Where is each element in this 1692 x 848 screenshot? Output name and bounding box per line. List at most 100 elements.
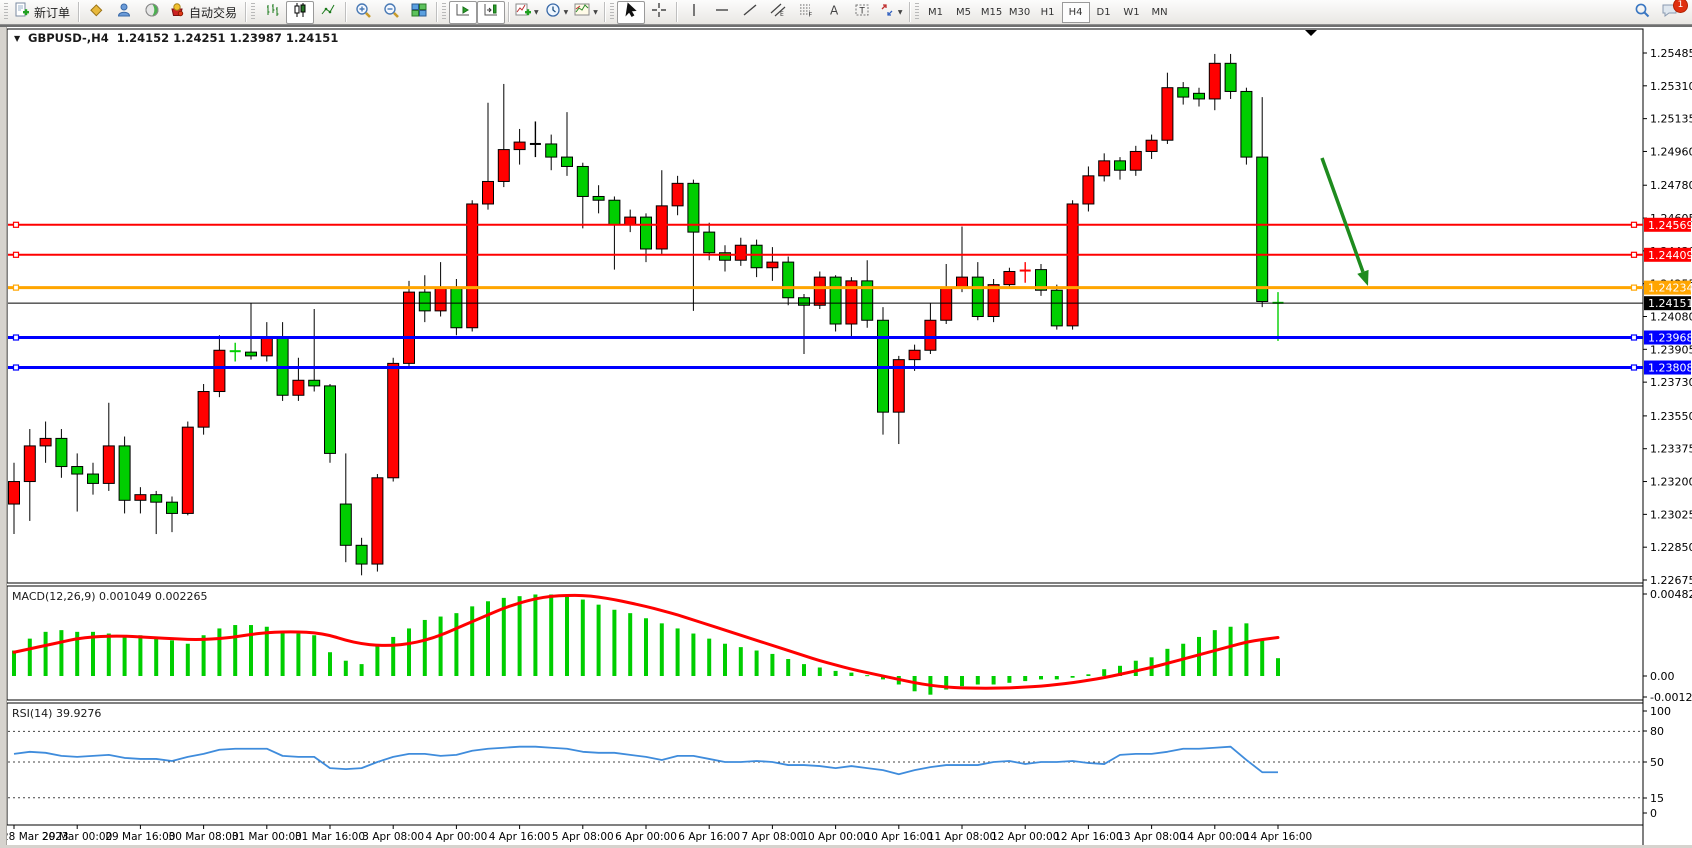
tab-timeframe-m30[interactable]: M30 xyxy=(1008,6,1031,18)
bar-chart-button[interactable] xyxy=(258,1,286,24)
tab-timeframe-d1[interactable]: D1 xyxy=(1096,6,1111,18)
chart-title: ▼ GBPUSD-,H4 1.24152 1.24251 1.23987 1.24… xyxy=(14,31,338,45)
pane-frames xyxy=(6,28,1644,845)
tile-windows-icon xyxy=(411,2,427,22)
svg-text:E: E xyxy=(780,11,784,18)
dropdown-arrow-icon: ▼ xyxy=(897,8,903,16)
separator xyxy=(78,2,80,22)
text-label-icon: T xyxy=(854,2,870,22)
tab-timeframe-w1[interactable]: W1 xyxy=(1123,6,1140,18)
svg-text:1.23200: 1.23200 xyxy=(1650,476,1692,489)
new-order-button[interactable]: 新订单 xyxy=(11,1,75,24)
macd-pane: MACD(12,26,9) 0.001049 0.002265 0.004828 0… xyxy=(12,588,1692,704)
bar-chart-icon xyxy=(264,2,280,22)
tab-timeframe-m15[interactable]: M15 xyxy=(980,6,1003,18)
chart-canvas[interactable]: 1.254851.253101.251351.249601.247801.246… xyxy=(0,27,1692,848)
line-chart-button[interactable] xyxy=(314,1,342,24)
tab-timeframe-h1[interactable]: H1 xyxy=(1040,6,1055,18)
market-watch-button[interactable] xyxy=(82,1,110,24)
svg-text:5 Apr 08:00: 5 Apr 08:00 xyxy=(552,831,614,843)
fibonacci-tool-button[interactable]: F xyxy=(792,1,820,24)
svg-text:GBPUSD-,H4 1.24152 1.24251 1.: GBPUSD-,H4 1.24152 1.24251 1.23987 1.241… xyxy=(28,31,338,45)
svg-text:0: 0 xyxy=(1650,807,1657,820)
cursor-tool-button[interactable] xyxy=(616,0,645,24)
price-axis[interactable]: 1.254851.253101.251351.249601.247801.246… xyxy=(1643,47,1692,587)
svg-text:1.23808: 1.23808 xyxy=(1648,362,1692,375)
svg-text:30 Mar 08:00: 30 Mar 08:00 xyxy=(169,831,239,843)
svg-text:31 Mar 16:00: 31 Mar 16:00 xyxy=(295,831,365,843)
chart-shift-button[interactable] xyxy=(477,0,506,24)
toolbar-grip xyxy=(609,3,614,21)
price-badges: 1.24569 1.24409 1.24234 1.23968 1.23808 1.241… xyxy=(1644,217,1692,375)
tab-timeframe-m5[interactable]: M5 xyxy=(956,6,972,18)
tab-timeframe-h4[interactable]: H4 xyxy=(1061,1,1090,23)
tab-timeframe-m1[interactable]: M1 xyxy=(928,6,944,18)
svg-text:13 Apr 08:00: 13 Apr 08:00 xyxy=(1117,831,1185,843)
market-watch-icon xyxy=(88,2,104,22)
trend-arrow-annotation[interactable] xyxy=(1320,157,1369,286)
svg-text:1.25485: 1.25485 xyxy=(1650,47,1692,60)
svg-text:10 Apr 16:00: 10 Apr 16:00 xyxy=(865,831,933,843)
trendline-tool-button[interactable] xyxy=(736,1,764,24)
svg-text:1.25310: 1.25310 xyxy=(1650,80,1692,93)
dropdown-arrow-icon: ▼ xyxy=(534,8,539,16)
periods-button[interactable]: ▼ xyxy=(542,1,572,24)
chart-shift-icon xyxy=(483,2,499,22)
svg-text:▼: ▼ xyxy=(14,34,21,43)
svg-text:14 Apr 16:00: 14 Apr 16:00 xyxy=(1244,831,1312,843)
svg-text:MACD(12,26,9) 0.001049 0.00226: MACD(12,26,9) 0.001049 0.002265 xyxy=(12,590,208,603)
vertical-line-icon xyxy=(686,2,702,22)
scroll-end-marker[interactable] xyxy=(1305,30,1317,36)
crosshair-icon xyxy=(651,2,667,22)
tile-windows-button[interactable] xyxy=(405,1,433,24)
new-order-label: 新订单 xyxy=(34,5,71,20)
svg-text:1.24780: 1.24780 xyxy=(1650,179,1692,192)
crosshair-tool-button[interactable] xyxy=(645,1,673,24)
auto-scroll-button[interactable] xyxy=(449,0,478,24)
text-tool-button[interactable]: A xyxy=(820,1,848,24)
data-window-button[interactable] xyxy=(110,1,138,24)
separator xyxy=(908,2,910,22)
separator xyxy=(603,2,605,22)
separator xyxy=(436,2,438,22)
svg-text:28 Mar 2023: 28 Mar 2023 xyxy=(2,831,69,843)
svg-text:1.22675: 1.22675 xyxy=(1650,574,1692,587)
svg-text:1.23730: 1.23730 xyxy=(1650,376,1692,389)
notifications-button[interactable]: 1 xyxy=(1656,0,1688,24)
auto-trading-label: 自动交易 xyxy=(189,5,238,20)
candles-layer xyxy=(8,53,1284,576)
zoom-in-button[interactable] xyxy=(349,1,377,24)
search-button[interactable] xyxy=(1628,1,1656,24)
navigator-button[interactable] xyxy=(138,1,166,24)
label-tool-button[interactable]: T xyxy=(848,1,876,24)
indicators-button[interactable]: ▼ xyxy=(512,1,542,24)
svg-text:0.00: 0.00 xyxy=(1650,670,1675,683)
svg-text:10 Apr 00:00: 10 Apr 00:00 xyxy=(801,831,869,843)
tab-timeframe-mn[interactable]: MN xyxy=(1151,6,1168,18)
arrows-tool-button[interactable]: ▼ xyxy=(876,1,906,24)
separator xyxy=(245,2,247,22)
horizontal-levels[interactable] xyxy=(8,221,1643,371)
vertical-line-tool-button[interactable] xyxy=(680,1,708,24)
channel-tool-button[interactable]: E xyxy=(764,1,792,24)
svg-text:4 Apr 16:00: 4 Apr 16:00 xyxy=(489,831,551,843)
candlestick-chart-button[interactable] xyxy=(286,0,315,24)
svg-text:4 Apr 00:00: 4 Apr 00:00 xyxy=(426,831,488,843)
svg-text:0.004828: 0.004828 xyxy=(1650,588,1692,601)
svg-text:1.22850: 1.22850 xyxy=(1650,541,1692,554)
svg-text:RSI(14) 39.9276: RSI(14) 39.9276 xyxy=(12,707,101,720)
rsi-line xyxy=(13,745,1279,776)
horizontal-line-icon xyxy=(714,2,730,22)
templates-button[interactable]: ▼ xyxy=(571,1,601,24)
auto-trading-button[interactable]: 自动交易 xyxy=(166,1,242,24)
svg-text:12 Apr 16:00: 12 Apr 16:00 xyxy=(1054,831,1122,843)
templates-icon xyxy=(574,2,590,22)
chart-area[interactable]: 1.254851.253101.251351.249601.247801.246… xyxy=(0,27,1692,848)
arrows-icon xyxy=(879,2,895,22)
indicators-icon xyxy=(515,2,532,22)
toolbar-grip xyxy=(251,3,256,21)
zoom-out-button[interactable] xyxy=(377,1,405,24)
horizontal-line-tool-button[interactable] xyxy=(708,1,736,24)
